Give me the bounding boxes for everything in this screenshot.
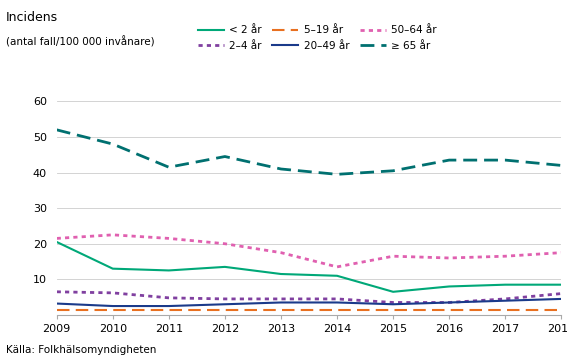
Text: Källa: Folkhälsomyndigheten: Källa: Folkhälsomyndigheten: [6, 345, 156, 355]
Text: Incidens: Incidens: [6, 11, 58, 24]
Legend: < 2 år, 2–4 år, 5–19 år, 20–49 år, 50–64 år, ≥ 65 år: < 2 år, 2–4 år, 5–19 år, 20–49 år, 50–64…: [198, 25, 437, 51]
Text: (antal fall/100 000 invånare): (antal fall/100 000 invånare): [6, 36, 154, 48]
